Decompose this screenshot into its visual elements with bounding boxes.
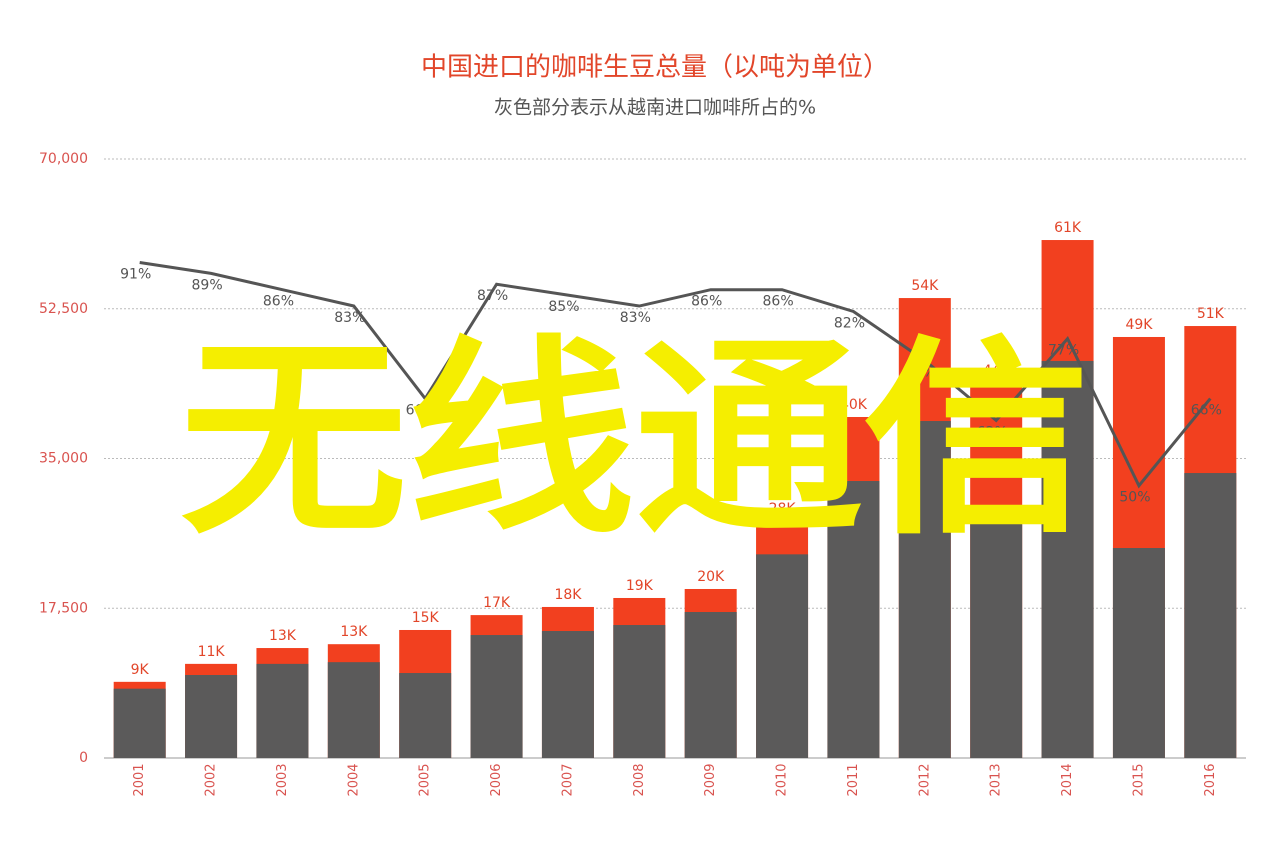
data-label: 15K [412, 610, 440, 626]
y-tick-label: 0 [79, 750, 88, 766]
data-label: 66% [1191, 403, 1222, 419]
bar [970, 523, 1023, 758]
x-tick-label: 2009 [703, 763, 718, 796]
data-label: 77% [1048, 343, 1079, 359]
data-label: 86% [691, 294, 722, 310]
x-tick-label: 2002 [204, 763, 219, 796]
bar [613, 625, 666, 758]
data-label: 49K [1125, 317, 1153, 333]
data-label: 18K [554, 587, 582, 603]
data-label: 54K [911, 278, 939, 294]
x-tick-label: 2006 [489, 763, 504, 796]
x-tick-label: 2007 [560, 763, 575, 796]
y-tick-label: 17,500 [39, 600, 88, 616]
x-tick-label: 2016 [1203, 763, 1218, 796]
y-tick-label: 70,000 [39, 151, 88, 167]
data-label: 91% [120, 266, 151, 282]
y-tick-label: 35,000 [39, 451, 88, 467]
data-label: 83% [334, 310, 365, 326]
data-label: 50% [1119, 490, 1150, 506]
bar [256, 663, 309, 758]
x-tick-label: 2011 [846, 763, 861, 796]
x-tick-label: 2015 [1131, 763, 1146, 796]
x-tick-label: 2008 [632, 763, 647, 796]
data-label: 11K [198, 644, 226, 660]
data-label: 17K [483, 595, 511, 611]
x-tick-label: 2003 [275, 763, 290, 796]
data-label: 73% [905, 364, 936, 380]
x-tick-label: 2012 [917, 763, 932, 796]
data-label: 20K [697, 569, 725, 585]
bar [1112, 548, 1165, 758]
bar [399, 673, 452, 758]
bar [1041, 360, 1094, 758]
data-label: 86% [763, 294, 794, 310]
data-label: 51K [1197, 306, 1225, 322]
x-tick-label: 2013 [989, 763, 1004, 796]
x-tick-label: 2001 [132, 763, 147, 796]
bar [113, 688, 166, 758]
x-tick-label: 2010 [775, 763, 790, 796]
bar [827, 481, 880, 758]
bar [684, 612, 737, 758]
bar [470, 635, 523, 758]
data-label: 28K [769, 501, 797, 517]
bar [185, 674, 238, 758]
data-label: 83% [620, 310, 651, 326]
bar [1184, 473, 1237, 758]
chart-title: 中国进口的咖啡生豆总量（以吨为单位） [421, 53, 889, 83]
chart-subtitle: 灰色部分表示从越南进口咖啡所占的% [494, 97, 816, 119]
x-tick-label: 2014 [1060, 763, 1075, 796]
bar [898, 421, 951, 758]
bar [541, 631, 594, 758]
data-label: 86% [263, 294, 294, 310]
data-label: 89% [192, 277, 223, 293]
data-label: 61K [1054, 220, 1082, 236]
bar [327, 662, 380, 758]
data-label: 82% [834, 315, 865, 331]
data-label: 85% [548, 299, 579, 315]
data-label: 40K [840, 397, 868, 413]
data-label: 66% [406, 403, 437, 419]
data-label: 87% [477, 288, 508, 304]
data-label: 19K [626, 578, 654, 594]
data-label: 13K [340, 624, 368, 640]
data-label: 62% [977, 424, 1008, 440]
data-label: 9K [131, 662, 150, 678]
data-label: 44K [983, 363, 1011, 379]
bar [756, 554, 809, 758]
y-tick-label: 52,500 [39, 301, 88, 317]
watermark: 无线通信 [180, 318, 1090, 563]
line [139, 260, 1212, 489]
x-tick-label: 2005 [418, 763, 433, 796]
data-label: 13K [269, 628, 297, 644]
x-tick-label: 2004 [346, 763, 361, 796]
